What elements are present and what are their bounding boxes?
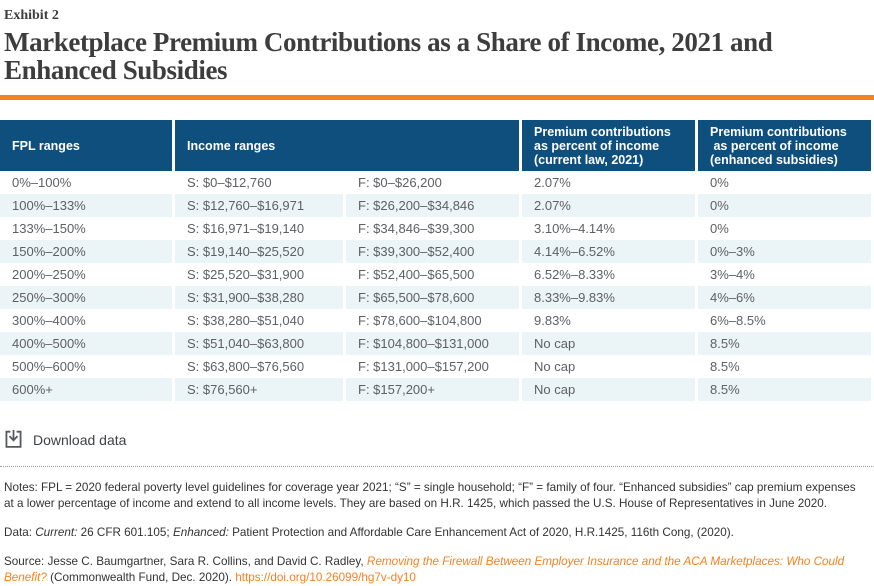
cell-income-family: F: $131,000–$157,200 [346, 355, 519, 378]
column-header-income-ranges: Income ranges [175, 120, 519, 171]
cell-premium-current-law: No cap [522, 378, 695, 401]
cell-premium-enhanced: 0% [698, 217, 871, 240]
footer-notes: Notes: FPL = 2020 federal poverty level … [0, 467, 874, 586]
doi-link[interactable]: https://doi.org/10.26099/hg7v-dy10 [235, 571, 416, 584]
table-row: 300%–400% S: $38,280–$51,040 F: $78,600–… [0, 309, 874, 332]
download-data-button[interactable]: Download data [4, 430, 126, 449]
cell-fpl-range: 100%–133% [0, 194, 172, 217]
page-title: Marketplace Premium Contributions as a S… [4, 27, 773, 85]
cell-income-family: F: $26,200–$34,846 [346, 194, 519, 217]
notes-paragraph: Notes: FPL = 2020 federal poverty level … [4, 481, 856, 510]
cell-income-family: F: $104,800–$131,000 [346, 332, 519, 355]
cell-income-family: F: $65,500–$78,600 [346, 286, 519, 309]
cell-premium-current-law: No cap [522, 355, 695, 378]
table-row: 500%–600% S: $63,800–$76,560 F: $131,000… [0, 355, 874, 378]
cell-income-family: F: $39,300–$52,400 [346, 240, 519, 263]
cell-income-family: F: $52,400–$65,500 [346, 263, 519, 286]
title-block: Exhibit 2 Marketplace Premium Contributi… [0, 0, 874, 84]
cell-premium-current-law: 2.07% [522, 194, 695, 217]
cell-income-family: F: $78,600–$104,800 [346, 309, 519, 332]
cell-premium-current-law: No cap [522, 332, 695, 355]
exhibit-label: Exhibit 2 [4, 8, 59, 23]
cell-premium-enhanced: 0%–3% [698, 240, 871, 263]
table-row: 150%–200% S: $19,140–$25,520 F: $39,300–… [0, 240, 874, 263]
cell-fpl-range: 300%–400% [0, 309, 172, 332]
cell-income-single: S: $76,560+ [175, 378, 343, 401]
cell-income-single: S: $12,760–$16,971 [175, 194, 343, 217]
source-paragraph: Source: Jesse C. Baumgartner, Sara R. Co… [4, 554, 868, 586]
cell-income-family: F: $34,846–$39,300 [346, 217, 519, 240]
cell-premium-current-law: 4.14%–6.52% [522, 240, 695, 263]
cell-income-single: S: $0–$12,760 [175, 171, 343, 194]
data-current-text: 26 CFR 601.105; [77, 526, 173, 539]
cell-income-single: S: $31,900–$38,280 [175, 286, 343, 309]
cell-premium-enhanced: 0% [698, 194, 871, 217]
cell-fpl-range: 400%–500% [0, 332, 172, 355]
table-row: 133%–150% S: $16,971–$19,140 F: $34,846–… [0, 217, 874, 240]
table-row: 250%–300% S: $31,900–$38,280 F: $65,500–… [0, 286, 874, 309]
cell-premium-enhanced: 3%–4% [698, 263, 871, 286]
cell-premium-enhanced: 0% [698, 171, 871, 194]
download-label: Download data [33, 431, 127, 448]
cell-premium-enhanced: 4%–6% [698, 286, 871, 309]
cell-income-single: S: $51,040–$63,800 [175, 332, 343, 355]
data-enhanced-label: Enhanced: [172, 526, 229, 539]
cell-premium-current-law: 8.33%–9.83% [522, 286, 695, 309]
footer-divider [0, 466, 874, 467]
cell-premium-current-law: 3.10%–4.14% [522, 217, 695, 240]
cell-fpl-range: 150%–200% [0, 240, 172, 263]
download-icon [4, 430, 23, 449]
table-row: 200%–250% S: $25,520–$31,900 F: $52,400–… [0, 263, 874, 286]
cell-premium-current-law: 6.52%–8.33% [522, 263, 695, 286]
column-header-premium-enhanced: Premium contributions as percent of inco… [698, 120, 871, 171]
cell-fpl-range: 500%–600% [0, 355, 172, 378]
table-row: 0%–100% S: $0–$12,760 F: $0–$26,200 2.07… [0, 171, 874, 194]
cell-premium-current-law: 2.07% [522, 171, 695, 194]
cell-income-single: S: $63,800–$76,560 [175, 355, 343, 378]
table-row: 100%–133% S: $12,760–$16,971 F: $26,200–… [0, 194, 874, 217]
cell-fpl-range: 200%–250% [0, 263, 172, 286]
column-header-fpl-ranges: FPL ranges [0, 120, 172, 171]
source-suffix: (Commonwealth Fund, Dec. 2020). [46, 571, 236, 584]
cell-premium-enhanced: 8.5% [698, 378, 871, 401]
table-row: 600%+ S: $76,560+ F: $157,200+ No cap 8.… [0, 378, 874, 401]
cell-fpl-range: 133%–150% [0, 217, 172, 240]
cell-income-single: S: $25,520–$31,900 [175, 263, 343, 286]
data-current-label: Current: [35, 526, 78, 539]
cell-premium-enhanced: 8.5% [698, 332, 871, 355]
cell-premium-enhanced: 8.5% [698, 355, 871, 378]
cell-fpl-range: 600%+ [0, 378, 172, 401]
cell-fpl-range: 250%–300% [0, 286, 172, 309]
cell-income-family: F: $0–$26,200 [346, 171, 519, 194]
cell-income-single: S: $38,280–$51,040 [175, 309, 343, 332]
table-body: 0%–100% S: $0–$12,760 F: $0–$26,200 2.07… [0, 171, 874, 401]
table-header-row: FPL ranges Income ranges Premium contrib… [0, 120, 874, 171]
source-prefix: Source: Jesse C. Baumgartner, Sara R. Co… [4, 555, 367, 568]
cell-income-single: S: $19,140–$25,520 [175, 240, 343, 263]
cell-income-family: F: $157,200+ [346, 378, 519, 401]
table-row: 400%–500% S: $51,040–$63,800 F: $104,800… [0, 332, 874, 355]
premium-contributions-table: FPL ranges Income ranges Premium contrib… [0, 120, 874, 401]
accent-divider [0, 95, 874, 100]
cell-premium-enhanced: 6%–8.5% [698, 309, 871, 332]
data-paragraph: Data: Current: 26 CFR 601.105; Enhanced:… [4, 525, 868, 541]
cell-income-single: S: $16,971–$19,140 [175, 217, 343, 240]
column-header-premium-current-law: Premium contributions as percent of inco… [522, 120, 695, 171]
data-prefix: Data: [4, 526, 36, 539]
cell-fpl-range: 0%–100% [0, 171, 172, 194]
cell-premium-current-law: 9.83% [522, 309, 695, 332]
data-enhanced-text: Patient Protection and Affordable Care E… [228, 526, 734, 539]
